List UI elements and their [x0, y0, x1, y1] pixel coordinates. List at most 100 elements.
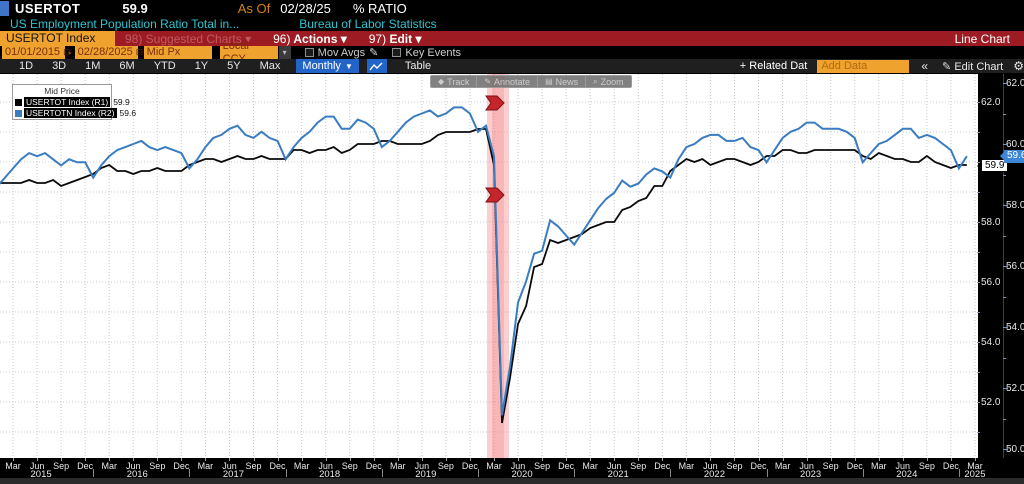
- price-source-field[interactable]: Mid Px: [143, 46, 212, 59]
- y-axis-tick-mark: [1003, 144, 1008, 145]
- range-tab-ytd[interactable]: YTD: [153, 60, 176, 72]
- chart-plot-area[interactable]: [0, 74, 978, 458]
- suggested-charts-menu[interactable]: 98) Suggested Charts ▾: [125, 31, 252, 46]
- settings-bar: 01/01/2015⊟ - 02/28/2025⊟ Mid Px Local C…: [0, 40, 1024, 65]
- x-axis-month-label: Jun: [29, 461, 45, 471]
- toolbar-track-label: Track: [447, 76, 470, 87]
- calendar-icon[interactable]: ⊟: [63, 47, 71, 57]
- y-axis-r2-tick-label: 52.0: [1006, 383, 1024, 394]
- y-axis-tick-mark: [1003, 235, 1006, 237]
- x-axis-tick-mark: [469, 458, 471, 461]
- legend-row[interactable]: USERTOTN Index (R2) 59.6: [15, 108, 136, 118]
- x-axis: Mar Jun Sep Dec Mar Jun Sep Dec Mar Jun Sep Dec Mar J…: [0, 458, 1024, 480]
- range-tab-3d[interactable]: 3D: [52, 60, 67, 72]
- mov-avgs-edit-icon[interactable]: ✎: [369, 47, 379, 59]
- add-data-input[interactable]: Add Data: [817, 59, 910, 73]
- x-axis-month-label: Sep: [437, 461, 454, 471]
- currency-dropdown-button[interactable]: ▾: [278, 46, 291, 59]
- range-tab-5y[interactable]: 5Y: [227, 60, 241, 72]
- line-chart-icon-button[interactable]: [366, 59, 387, 73]
- key-events-checkbox[interactable]: [392, 48, 402, 57]
- key-events-label: Key Events: [405, 46, 462, 59]
- security-input[interactable]: USERTOT Index: [0, 31, 115, 46]
- calendar-icon[interactable]: ⊟: [135, 47, 144, 57]
- toolbar-track-button[interactable]: ◆ Track: [431, 76, 478, 87]
- mov-avgs-checkbox[interactable]: [304, 48, 314, 57]
- x-axis-year-label: 2020: [511, 469, 533, 480]
- edit-menu[interactable]: 97) Edit ▾: [368, 31, 422, 46]
- range-tab-1m[interactable]: 1M: [85, 60, 101, 72]
- x-axis-month-label: Sep: [726, 461, 743, 471]
- x-axis-month-label: Jun: [510, 461, 526, 471]
- x-axis-tick-mark: [878, 458, 880, 461]
- legend-title: Mid Price: [44, 86, 80, 96]
- toolbar-annotate-label: Annotate: [494, 76, 531, 87]
- collapse-panel-button[interactable]: «: [921, 59, 929, 73]
- x-axis-tick-mark: [493, 458, 495, 461]
- x-axis-month-label: Dec: [558, 461, 575, 471]
- last-price-badge-r1: 59.9: [976, 159, 1009, 172]
- year-divider-tick: [670, 469, 672, 477]
- date-from-field[interactable]: 01/01/2015 ⊟: [2, 46, 71, 59]
- currency-field[interactable]: Local CCY: [219, 40, 278, 65]
- chart-floating-toolbar: ◆ Track ✎ Annotate ▤ News ⌕ Zoom: [430, 75, 632, 88]
- toolbar-news-button[interactable]: ▤ News: [538, 76, 587, 87]
- actions-menu[interactable]: 96) Actions ▾: [273, 31, 347, 46]
- y-axis-tick-mark: [1003, 449, 1008, 450]
- y-axis-tick-mark: [977, 252, 980, 253]
- range-tab-1d[interactable]: 1D: [19, 60, 34, 72]
- x-axis-month-label: Mar: [486, 461, 502, 471]
- x-axis-year-label: 2024: [896, 469, 918, 480]
- y-axis-tick-mark: [977, 132, 980, 133]
- x-axis-month-label: Dec: [77, 461, 94, 471]
- x-axis-tick-mark: [301, 458, 303, 461]
- legend-row[interactable]: USERTOT Index (R1) 59.9: [15, 97, 130, 107]
- toolbar-annotate-button[interactable]: ✎ Annotate: [477, 76, 539, 87]
- y-axis-tick-mark: [1003, 113, 1006, 115]
- x-axis-year-label: 2017: [222, 469, 245, 480]
- table-button[interactable]: Table: [404, 60, 432, 72]
- x-axis-month-label: Dec: [269, 461, 286, 471]
- x-axis-tick-mark: [974, 458, 976, 461]
- y-axis-tick-mark: [1003, 388, 1008, 389]
- y-axis-r1-tick-label: 62.0: [981, 97, 1001, 108]
- x-axis-month-label: Sep: [245, 461, 262, 471]
- range-tab-6m[interactable]: 6M: [119, 60, 135, 72]
- chevron-down-icon: ▾: [245, 31, 252, 46]
- year-divider-tick: [285, 469, 287, 477]
- x-axis-tick-mark: [421, 458, 423, 461]
- mov-avgs-label: Mov Avgs: [317, 46, 366, 59]
- range-tab-max[interactable]: Max: [259, 60, 281, 72]
- x-axis-month-label: Sep: [630, 461, 647, 471]
- date-to-field[interactable]: 02/28/2025 ⊟: [74, 46, 143, 59]
- x-axis-tick-mark: [397, 458, 399, 461]
- x-axis-month-label: Mar: [101, 461, 117, 471]
- legend-series-value: 59.6: [119, 108, 137, 118]
- chart-legend[interactable]: Mid Price USERTOT Index (R1) 59.9 USERTOTN…: [12, 84, 136, 120]
- frequency-dropdown[interactable]: Monthly ▼: [296, 59, 359, 73]
- y-axis-tick-mark: [977, 342, 980, 343]
- year-divider-tick: [958, 469, 960, 477]
- range-tab-1y[interactable]: 1Y: [194, 60, 209, 72]
- x-axis-tick-mark: [830, 458, 832, 461]
- news-icon: ▤: [545, 77, 553, 86]
- period-bar: 1D 3D 1M 6M YTD 1Y 5Y Max Monthly ▼ Table + Rela…: [0, 59, 1024, 73]
- year-divider-tick: [477, 469, 479, 477]
- x-axis-month-label: Jun: [703, 461, 718, 471]
- legend-series-name: USERTOTN Index (R2): [24, 108, 117, 118]
- toolbar-zoom-button[interactable]: ⌕ Zoom: [586, 76, 631, 87]
- x-axis-month-label: Mar: [390, 461, 406, 471]
- y-axis-tick-mark: [977, 102, 980, 103]
- year-divider-tick: [862, 469, 864, 477]
- x-axis-month-label: Dec: [365, 461, 382, 471]
- edit-chart-button[interactable]: ✎ Edit Chart: [942, 60, 1004, 73]
- x-axis-tick-mark: [902, 458, 904, 461]
- ticker-symbol: USERTOT: [15, 0, 81, 16]
- gear-icon[interactable]: ⚙: [1013, 59, 1024, 73]
- related-data-button[interactable]: + Related Dat: [739, 60, 808, 72]
- x-axis-tick-mark: [638, 458, 640, 461]
- x-axis-tick-mark: [806, 458, 808, 461]
- legend-swatch: [15, 109, 22, 117]
- y-axis-r2-tick-label: 58.0: [1006, 200, 1024, 211]
- chevron-down-icon: ▾: [340, 31, 347, 46]
